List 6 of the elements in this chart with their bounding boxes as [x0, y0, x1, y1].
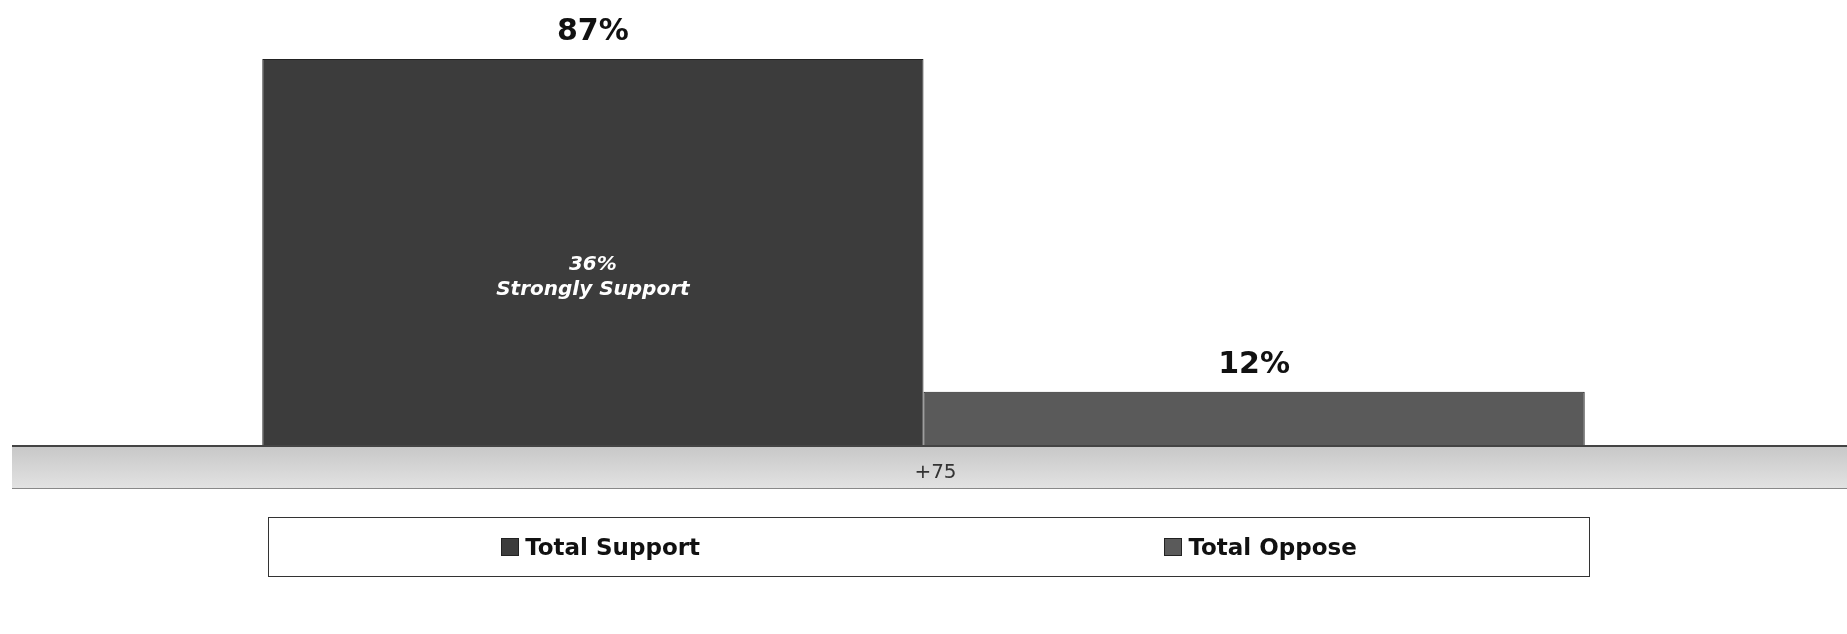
annotation: 36% Strongly Support	[496, 250, 692, 300]
legend-label: Total Support	[525, 534, 701, 560]
data-label: 87%	[556, 11, 629, 47]
text: +75	[914, 459, 957, 484]
data-label: 12%	[1218, 344, 1291, 380]
legend-label: Total Oppose	[1188, 534, 1357, 560]
